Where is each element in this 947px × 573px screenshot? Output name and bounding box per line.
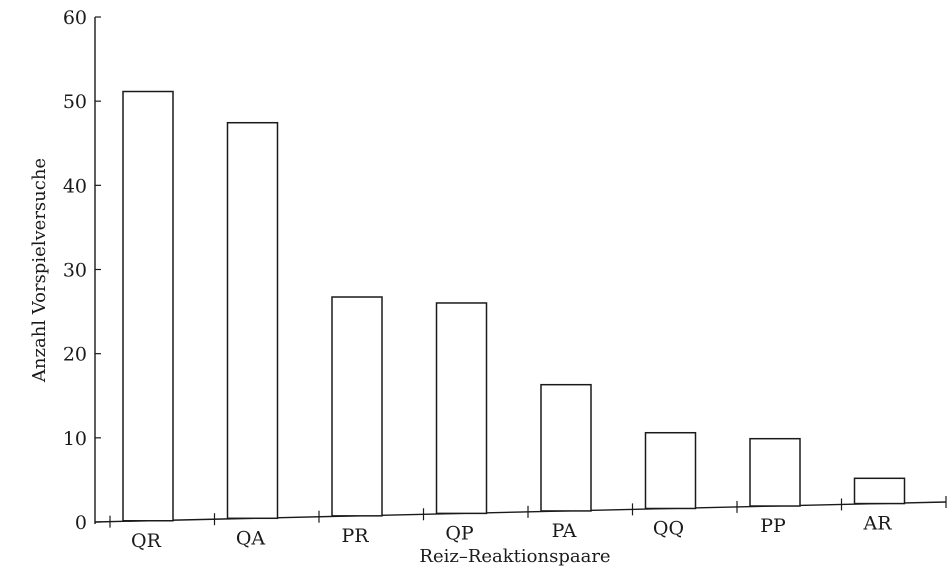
bar-qa xyxy=(226,121,279,520)
x-category-label: PR xyxy=(341,525,369,547)
bar-pr xyxy=(331,296,383,517)
y-tick-label: 60 xyxy=(63,7,87,29)
y-tick-label: 0 xyxy=(75,512,87,534)
bar-qr xyxy=(122,90,174,522)
y-axis-title: Anzahl Vorspielversuche xyxy=(29,158,50,383)
x-axis-line xyxy=(94,501,947,523)
bar-pa xyxy=(540,383,592,512)
x-category-label: AR xyxy=(862,513,892,535)
bar-qq xyxy=(644,431,697,510)
x-category-label: QA xyxy=(236,527,266,549)
y-tick-label: 50 xyxy=(63,91,87,113)
x-category-label: QQ xyxy=(653,517,684,539)
y-tick-label: 40 xyxy=(63,175,87,197)
y-tick-label: 10 xyxy=(63,428,87,450)
y-tick-label: 30 xyxy=(63,260,87,282)
bar-qp xyxy=(435,302,488,515)
bar-ar xyxy=(853,477,906,505)
x-axis xyxy=(94,496,947,528)
y-tick-label: 20 xyxy=(63,344,87,366)
y-axis: 0 10 20 30 40 50 60 xyxy=(63,7,101,534)
x-category-label: QR xyxy=(131,530,162,552)
bar-pp xyxy=(749,437,801,507)
x-category-label: PA xyxy=(552,520,577,542)
x-axis-title: Reiz–Reaktionspaare xyxy=(419,546,610,567)
x-category-label: QP xyxy=(445,522,474,544)
x-category-label: PP xyxy=(760,515,786,537)
bars-group: QR QA PR QP PA QQ PP AR xyxy=(122,90,906,552)
